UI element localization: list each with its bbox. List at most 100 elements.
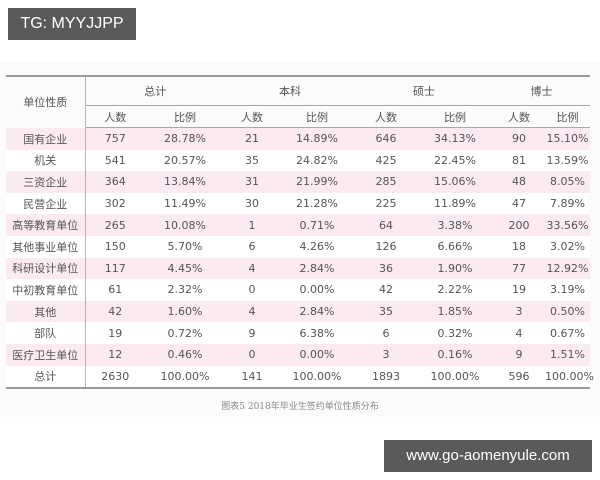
ratio-cell: 0.72% [145, 322, 225, 344]
row-header: 单位性质 [6, 75, 86, 128]
ratio-cell: 21.28% [279, 192, 355, 215]
group-header-doctor: 博士 [493, 75, 590, 106]
count-cell: 150 [85, 235, 145, 258]
count-cell: 4 [225, 300, 279, 323]
count-cell: 3 [355, 343, 417, 366]
count-cell: 90 [493, 127, 545, 150]
ratio-cell: 12.92% [545, 257, 590, 280]
ratio-cell: 20.57% [145, 149, 225, 172]
count-cell: 4 [493, 322, 545, 344]
count-cell: 225 [355, 192, 417, 215]
row-label: 总计 [6, 365, 86, 390]
ratio-cell: 15.06% [417, 171, 493, 193]
ratio-cell: 10.08% [145, 214, 225, 236]
count-cell: 302 [85, 192, 145, 215]
count-cell: 757 [85, 127, 145, 150]
row-label: 三资企业 [6, 171, 86, 193]
count-cell: 126 [355, 235, 417, 258]
row-label: 民营企业 [6, 192, 86, 215]
table-caption: 图表5 2018年毕业生签约单位性质分布 [221, 402, 379, 412]
count-cell: 2630 [85, 365, 145, 390]
row-label: 中初教育单位 [6, 279, 86, 301]
count-cell: 596 [493, 365, 545, 390]
count-cell: 47 [493, 192, 545, 215]
group-header-master: 硕士 [355, 75, 493, 106]
count-cell: 77 [493, 257, 545, 280]
count-cell: 6 [355, 322, 417, 344]
ratio-cell: 4.45% [145, 257, 225, 280]
sub-header: 人数 [493, 105, 545, 128]
ratio-cell: 13.59% [545, 149, 590, 172]
count-cell: 19 [493, 279, 545, 301]
row-label: 国有企业 [6, 127, 86, 150]
ratio-cell: 1.60% [145, 300, 225, 323]
ratio-cell: 33.56% [545, 214, 590, 236]
ratio-cell: 0.00% [279, 343, 355, 366]
count-cell: 1 [225, 214, 279, 236]
table-row: 医疗卫生单位 12 0.46% 0 0.00% 3 0.16% 9 1.51% [6, 343, 590, 366]
count-cell: 4 [225, 257, 279, 280]
ratio-cell: 7.89% [545, 192, 590, 215]
ratio-cell: 5.70% [145, 235, 225, 258]
ratio-cell: 11.49% [145, 192, 225, 215]
ratio-cell: 0.46% [145, 343, 225, 366]
ratio-cell: 1.90% [417, 257, 493, 280]
sub-header: 人数 [355, 105, 417, 128]
count-cell: 36 [355, 257, 417, 280]
sub-header: 人数 [85, 105, 145, 128]
group-header-bachelor: 本科 [225, 75, 355, 106]
employer-type-table: 单位性质 总计 本科 硕士 博士 人数 比例 人数 比例 人数 比例 人数 比例… [6, 75, 594, 390]
table-row: 总计 2630 100.00% 141 100.00% 1893 100.00% 596 100… [6, 365, 594, 390]
table-row: 中初教育单位 61 2.32% 0 0.00% 42 2.22% 19 3.19% [6, 279, 590, 301]
ratio-cell: 4.26% [279, 235, 355, 258]
sub-header: 比例 [145, 105, 225, 128]
row-label: 高等教育单位 [6, 214, 86, 236]
watermark-bottom: www.go-aomenyule.com [384, 440, 592, 472]
count-cell: 6 [225, 235, 279, 258]
ratio-cell: 0.32% [417, 322, 493, 344]
count-cell: 9 [225, 322, 279, 344]
row-label: 其他事业单位 [6, 235, 86, 258]
ratio-cell: 34.13% [417, 127, 493, 150]
ratio-cell: 2.84% [279, 257, 355, 280]
count-cell: 31 [225, 171, 279, 193]
count-cell: 265 [85, 214, 145, 236]
ratio-cell: 0.71% [279, 214, 355, 236]
ratio-cell: 8.05% [545, 171, 590, 193]
count-cell: 1893 [355, 365, 417, 390]
count-cell: 541 [85, 149, 145, 172]
ratio-cell: 1.51% [545, 343, 590, 366]
ratio-cell: 100.00% [279, 365, 355, 390]
ratio-cell: 0.67% [545, 322, 590, 344]
ratio-cell: 2.84% [279, 300, 355, 323]
ratio-cell: 100.00% [417, 365, 493, 390]
ratio-cell: 13.84% [145, 171, 225, 193]
table-row: 三资企业 364 13.84% 31 21.99% 285 15.06% 48 8.05% [6, 171, 590, 193]
count-cell: 48 [493, 171, 545, 193]
ratio-cell: 2.22% [417, 279, 493, 301]
count-cell: 21 [225, 127, 279, 150]
sub-header: 人数 [225, 105, 279, 128]
table-row: 民营企业 302 11.49% 30 21.28% 225 11.89% 47 7.89% [6, 192, 590, 215]
table-row: 部队 19 0.72% 9 6.38% 6 0.32% 4 0.67% [6, 322, 590, 344]
count-cell: 61 [85, 279, 145, 301]
ratio-cell: 6.38% [279, 322, 355, 344]
count-cell: 30 [225, 192, 279, 215]
count-cell: 64 [355, 214, 417, 236]
sub-header: 比例 [545, 105, 590, 128]
count-cell: 200 [493, 214, 545, 236]
ratio-cell: 0.16% [417, 343, 493, 366]
count-cell: 81 [493, 149, 545, 172]
ratio-cell: 0.50% [545, 300, 590, 323]
group-header-total: 总计 [85, 75, 225, 106]
ratio-cell: 28.78% [145, 127, 225, 150]
count-cell: 3 [493, 300, 545, 323]
ratio-cell: 22.45% [417, 149, 493, 172]
count-cell: 0 [225, 279, 279, 301]
ratio-cell: 21.99% [279, 171, 355, 193]
count-cell: 18 [493, 235, 545, 258]
sub-header: 比例 [417, 105, 493, 128]
ratio-cell: 14.89% [279, 127, 355, 150]
count-cell: 19 [85, 322, 145, 344]
count-cell: 425 [355, 149, 417, 172]
